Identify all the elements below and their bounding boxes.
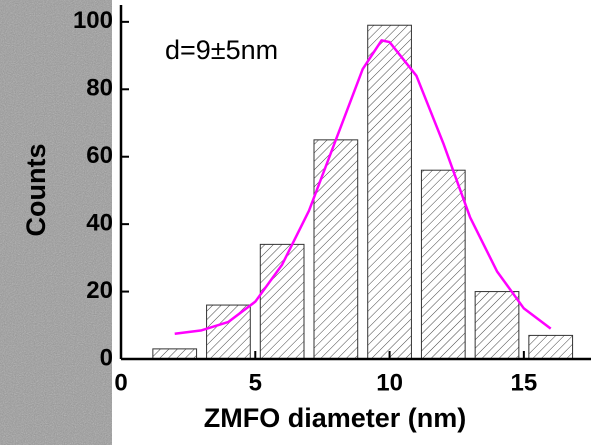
fit-curve	[174, 39, 552, 335]
annotation: d=9±5nm	[165, 35, 278, 65]
bar	[259, 243, 305, 360]
background-texture	[0, 0, 112, 445]
bar	[420, 169, 466, 360]
y-tick-label: 0	[100, 344, 113, 371]
y-tick-label: 100	[73, 7, 113, 34]
x-tick-label: 0	[114, 369, 127, 396]
bar	[313, 139, 359, 360]
y-tick-label: 80	[86, 75, 113, 102]
y-tick-label: 40	[86, 209, 113, 236]
bar	[474, 291, 520, 360]
y-tick-label: 60	[86, 142, 113, 169]
bar	[206, 304, 251, 360]
bar	[152, 348, 198, 360]
y-axis-label: Counts	[21, 144, 51, 237]
bar	[367, 24, 412, 360]
x-tick-label: 15	[511, 369, 538, 396]
x-tick-label: 10	[376, 369, 403, 396]
y-tick-label: 20	[86, 277, 113, 304]
x-axis-label: ZMFO diameter (nm)	[204, 403, 467, 433]
x-tick-label: 5	[249, 369, 262, 396]
bar	[528, 334, 574, 360]
